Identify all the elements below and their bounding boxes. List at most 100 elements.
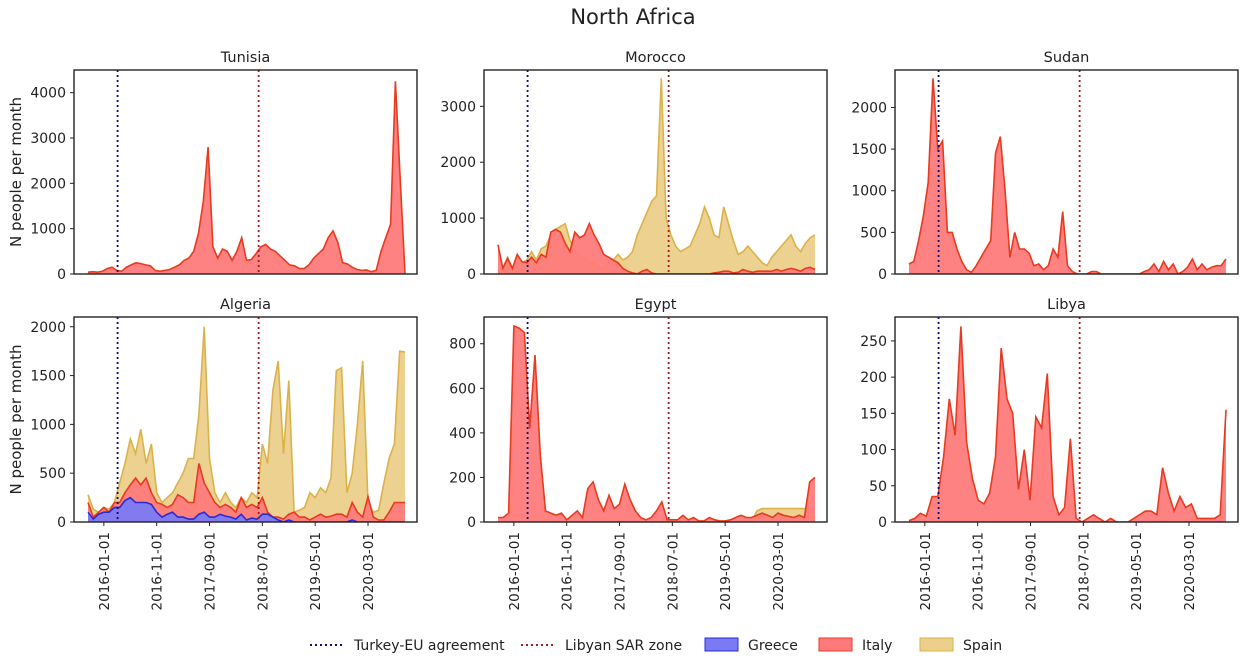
x-tick-label-algeria: 2017-09-01 xyxy=(203,532,219,610)
y-tick-label-morocco: 3000 xyxy=(440,99,476,115)
y-tick-label-egypt: 200 xyxy=(449,470,476,486)
panel-title-algeria: Algeria xyxy=(220,297,271,313)
x-tick-label-egypt: 2020-03-01 xyxy=(771,532,787,610)
legend-label-libya: Libyan SAR zone xyxy=(565,638,682,654)
area-sudan-italy xyxy=(909,78,1226,274)
x-tick-label-algeria: 2016-11-01 xyxy=(150,532,166,610)
y-tick-label-egypt: 600 xyxy=(449,381,476,397)
line-algeria-spain xyxy=(87,326,406,514)
y-tick-label-libya: 100 xyxy=(860,443,887,459)
axes-frame-libya xyxy=(894,316,1239,523)
area-morocco-italy xyxy=(498,223,815,274)
figure-title: North Africa xyxy=(570,5,695,29)
x-tick-label-egypt: 2018-07-01 xyxy=(665,532,681,610)
y-tick-label-libya: 0 xyxy=(878,515,887,531)
line-algeria-greece xyxy=(87,496,405,522)
legend: Turkey-EU agreement Libyan SAR zone Gree… xyxy=(310,637,1002,654)
y-tick-label-morocco: 1000 xyxy=(440,211,476,227)
line-sudan-italy xyxy=(908,78,1227,274)
y-tick-label-morocco: 2000 xyxy=(440,155,476,171)
y-axis-label-algeria: N people per month xyxy=(7,345,25,495)
plot-area-egypt xyxy=(498,324,816,522)
panel-title-libya: Libya xyxy=(1047,297,1086,313)
y-tick-label-algeria: 1500 xyxy=(30,369,66,385)
x-tick-label-libya: 2017-09-01 xyxy=(1024,532,1040,610)
x-tick-label-egypt: 2019-05-01 xyxy=(718,532,734,610)
line-morocco-italy xyxy=(497,221,816,274)
x-tick-label-libya: 2016-01-01 xyxy=(918,532,934,610)
x-tick-label-egypt: 2016-11-01 xyxy=(560,532,576,610)
line-libya-italy xyxy=(908,326,1227,522)
y-tick-label-sudan: 500 xyxy=(860,225,887,241)
panel-title-tunisia: Tunisia xyxy=(220,50,271,66)
plot-area-algeria xyxy=(87,326,406,522)
y-tick-label-tunisia: 3000 xyxy=(30,131,66,147)
y-tick-label-tunisia: 0 xyxy=(57,267,66,283)
y-tick-label-algeria: 500 xyxy=(39,466,66,482)
y-tick-label-sudan: 1000 xyxy=(851,184,887,200)
x-tick-label-egypt: 2016-01-01 xyxy=(507,532,523,610)
panel-title-sudan: Sudan xyxy=(1044,50,1090,66)
panel-title-egypt: Egypt xyxy=(635,297,677,313)
y-tick-label-egypt: 400 xyxy=(449,426,476,442)
x-tick-label-libya: 2020-03-01 xyxy=(1182,532,1198,610)
plot-area-libya xyxy=(908,326,1227,522)
y-tick-label-tunisia: 4000 xyxy=(30,86,66,102)
y-tick-label-algeria: 0 xyxy=(57,515,66,531)
y-tick-label-algeria: 2000 xyxy=(30,320,66,336)
x-tick-label-algeria: 2020-03-01 xyxy=(361,532,377,610)
area-morocco-spain xyxy=(498,78,815,274)
y-tick-label-algeria: 1000 xyxy=(30,417,66,433)
y-tick-label-egypt: 800 xyxy=(449,337,476,353)
legend-label-greece: Greece xyxy=(748,638,798,654)
axes-frame-algeria xyxy=(73,316,418,523)
y-tick-label-libya: 150 xyxy=(860,406,887,422)
panel-morocco: Morocco 0 1000 2000 3000 xyxy=(440,50,828,283)
x-tick-label-algeria: 2018-07-01 xyxy=(255,532,271,610)
y-tick-label-libya: 200 xyxy=(860,370,887,386)
x-tick-label-libya: 2018-07-01 xyxy=(1076,532,1092,610)
y-tick-label-sudan: 2000 xyxy=(851,100,887,116)
area-egypt-italy xyxy=(498,325,815,522)
y-tick-label-libya: 50 xyxy=(869,479,887,495)
legend-swatch-spain xyxy=(919,637,954,652)
x-tick-label-libya: 2016-11-01 xyxy=(971,532,987,610)
axes-frame-tunisia xyxy=(73,69,418,275)
legend-label-spain: Spain xyxy=(963,638,1002,654)
plot-area-tunisia xyxy=(87,81,406,274)
x-tick-label-egypt: 2017-09-01 xyxy=(613,532,629,610)
y-tick-label-tunisia: 1000 xyxy=(30,222,66,238)
area-algeria-greece xyxy=(88,497,405,522)
panel-egypt: Egypt 0 200 400 600 800 2016-01-01 2016-11-01 20… xyxy=(449,297,828,610)
line-egypt-spain xyxy=(498,507,815,522)
plot-area-morocco xyxy=(497,78,816,274)
legend-label-italy: Italy xyxy=(862,638,892,654)
panel-title-morocco: Morocco xyxy=(625,50,686,66)
x-tick-label-algeria: 2016-01-01 xyxy=(97,532,113,610)
panel-algeria: Algeria 0 500 1000 1500 2000 N people per mont… xyxy=(7,297,418,610)
legend-swatch-italy xyxy=(818,637,853,652)
axes-frame-morocco xyxy=(483,69,828,275)
panel-sudan: Sudan 0 500 1000 1500 2000 xyxy=(851,50,1239,283)
line-egypt-italy xyxy=(498,324,816,522)
axes-frame-egypt xyxy=(483,316,828,523)
y-tick-label-libya: 250 xyxy=(860,334,887,350)
panel-tunisia: Tunisia 0 1000 2000 3000 4000 N people per mon… xyxy=(7,50,418,283)
panel-libya: Libya 0 50 100 150 200 250 2016-01-01 2016-11-01… xyxy=(860,297,1239,610)
area-tunisia-italy xyxy=(88,81,405,274)
legend-label-turkey: Turkey-EU agreement xyxy=(353,638,505,654)
plot-area-sudan xyxy=(908,78,1227,274)
x-tick-label-libya: 2019-05-01 xyxy=(1129,532,1145,610)
line-tunisia-italy xyxy=(87,81,406,274)
x-tick-label-algeria: 2019-05-01 xyxy=(308,532,324,610)
y-tick-label-sudan: 1500 xyxy=(851,142,887,158)
y-tick-label-sudan: 0 xyxy=(878,267,887,283)
y-tick-label-morocco: 0 xyxy=(467,267,476,283)
area-libya-italy xyxy=(909,326,1226,522)
y-tick-label-egypt: 0 xyxy=(467,515,476,531)
y-axis-label-tunisia: N people per month xyxy=(7,97,25,247)
line-algeria-italy xyxy=(87,463,405,521)
y-tick-label-tunisia: 2000 xyxy=(30,176,66,192)
legend-swatch-greece xyxy=(704,637,739,652)
